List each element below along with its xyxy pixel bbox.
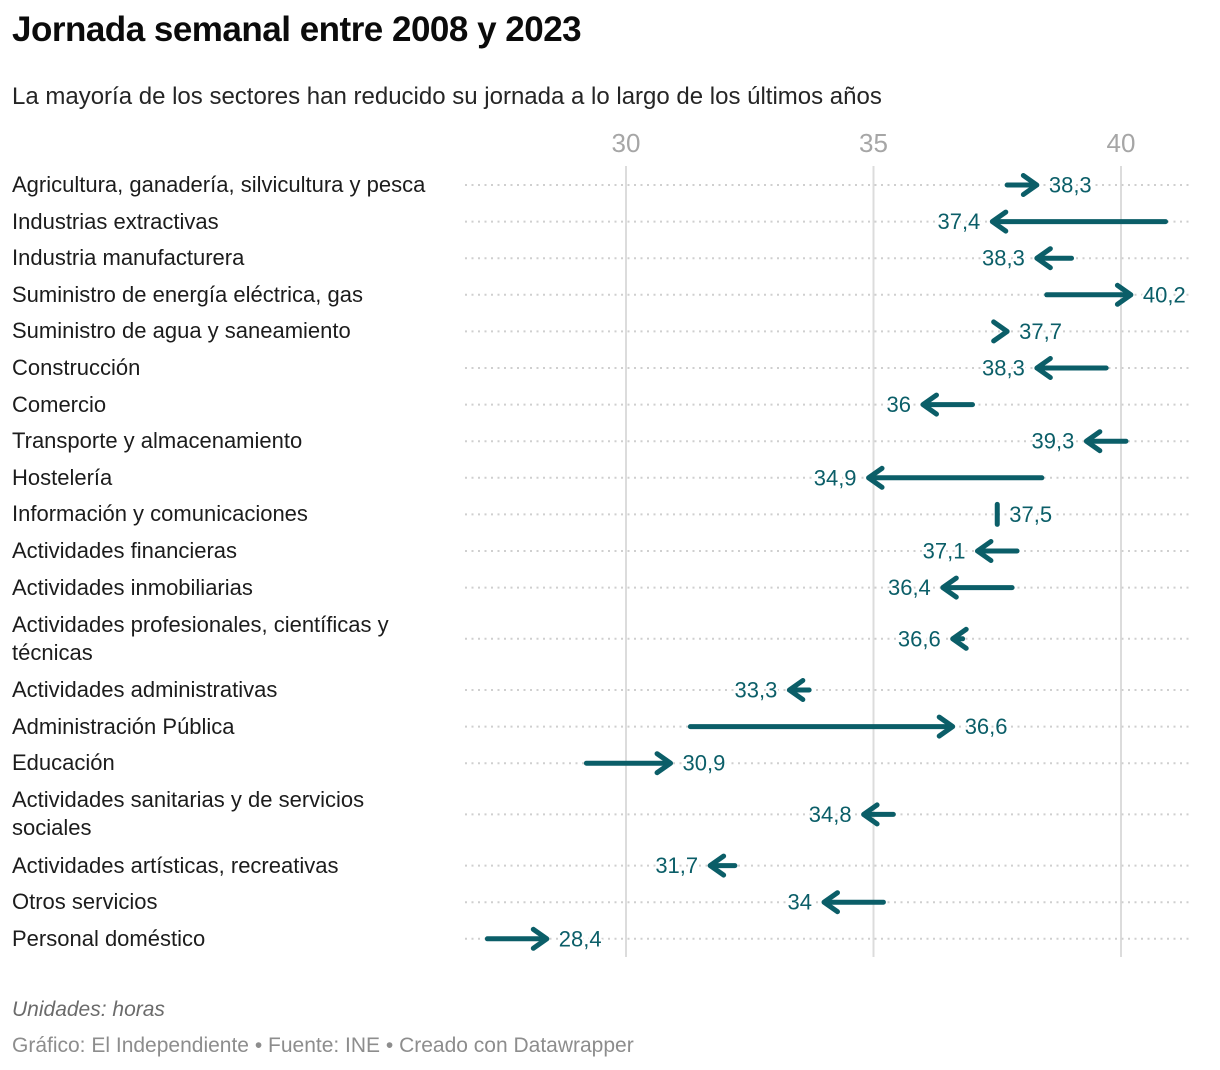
value-label: 36,6 (965, 714, 1008, 739)
change-arrow-head (936, 714, 956, 739)
change-arrow-head (1114, 282, 1134, 307)
value-label: 34,8 (809, 802, 852, 827)
category-label: Otros servicios (12, 888, 157, 916)
category-label-line: Actividades profesionales, científicas y (12, 611, 389, 637)
category-label: Suministro de agua y saneamiento (12, 317, 351, 345)
value-label: 40,2 (1143, 282, 1186, 307)
change-arrow-head (654, 751, 674, 776)
category-label: Actividades financieras (12, 537, 237, 565)
category-label: Agricultura, ganadería, silvicultura y p… (12, 171, 425, 199)
category-label-line: Información y comunicaciones (12, 501, 308, 527)
value-label: 34,9 (814, 465, 857, 490)
value-label: 37,4 (937, 209, 980, 234)
value-label: 28,4 (559, 926, 602, 951)
byline-text: Gráfico: El Independiente • Fuente: INE … (12, 1034, 634, 1057)
category-label: Información y comunicaciones (12, 500, 308, 528)
category-label: Comercio (12, 391, 106, 419)
value-label: 37,1 (923, 539, 966, 564)
value-label: 37,7 (1019, 319, 1062, 344)
category-label: Industria manufacturera (12, 244, 244, 272)
change-arrow-head (821, 890, 840, 915)
category-label: Educación (12, 749, 115, 777)
category-label-line: Transporte y almacenamiento (12, 428, 303, 454)
category-label-line: Actividades sanitarias y de servicios (12, 787, 365, 813)
category-label-line: Agricultura, ganadería, silvicultura y p… (12, 172, 426, 197)
category-label: Actividades profesionales, científicas y… (12, 611, 389, 667)
change-arrow-head (920, 392, 939, 417)
value-label: 33,3 (735, 678, 778, 703)
category-label-line: Educación (12, 750, 115, 776)
category-label-line: Otros servicios (12, 889, 158, 915)
change-arrow-head (861, 802, 880, 827)
category-label-line: Actividades financieras (12, 538, 238, 563)
change-arrow-head (786, 678, 806, 702)
change-arrow-head (974, 539, 994, 563)
category-label: Construcción (12, 354, 140, 382)
category-label-line: sociales (12, 815, 92, 841)
category-label-line: Actividades artísticas, recreativas (12, 852, 339, 878)
change-arrow-head (950, 626, 969, 651)
change-arrow-head (1034, 356, 1053, 380)
category-label-line: Industria manufacturera (12, 245, 245, 271)
value-label: 38,3 (1049, 173, 1092, 198)
category-label: Industrias extractivas (12, 208, 219, 236)
x-axis-tick-label: 35 (859, 128, 888, 158)
x-axis-tick-label: 30 (612, 128, 641, 158)
value-label: 36,4 (888, 575, 931, 600)
category-label: Suministro de energía eléctrica, gas (12, 281, 363, 309)
change-arrow-head (1083, 429, 1103, 454)
category-label-line: Administración Pública (12, 713, 235, 739)
category-label: Administración Pública (12, 713, 235, 741)
value-label: 37,5 (1009, 502, 1052, 527)
category-label: Hostelería (12, 464, 112, 492)
notes-text: Unidades: horas (12, 998, 165, 1021)
change-arrow-head (991, 319, 1010, 344)
category-label-line: Suministro de energía eléctrica, gas (12, 281, 363, 307)
category-label-line: Construcción (12, 355, 141, 380)
change-arrow-head (530, 926, 550, 951)
value-label: 36 (887, 392, 911, 417)
category-label-line: Actividades administrativas (12, 677, 278, 702)
change-arrow-head (989, 209, 1009, 234)
page-subtitle: La mayoría de los sectores han reducido … (12, 83, 882, 110)
category-label: Actividades administrativas (12, 676, 277, 704)
change-arrow-head (707, 853, 727, 878)
category-label: Personal doméstico (12, 925, 205, 953)
value-label: 34 (788, 890, 812, 915)
category-label: Transporte y almacenamiento (12, 427, 302, 455)
change-arrow-head (940, 575, 959, 600)
category-label-line: Hostelería (12, 464, 113, 490)
category-label-line: Comercio (12, 391, 107, 417)
category-label: Actividades inmobiliarias (12, 574, 253, 602)
category-label-line: Personal doméstico (12, 925, 206, 951)
value-label: 39,3 (1032, 429, 1075, 454)
category-label-line: técnicas (12, 639, 93, 665)
value-label: 38,3 (982, 356, 1025, 381)
category-label-line: Suministro de agua y saneamiento (12, 318, 351, 344)
value-label: 31,7 (655, 853, 698, 878)
change-arrow-head (866, 465, 885, 490)
category-label: Actividades sanitarias y de servicios soc… (12, 786, 364, 842)
category-label: Actividades artísticas, recreativas (12, 852, 338, 880)
change-arrow-head (1020, 173, 1040, 197)
x-axis-tick-label: 40 (1107, 128, 1136, 158)
value-label: 36,6 (898, 626, 941, 651)
category-label-line: Industrias extractivas (12, 208, 219, 234)
change-arrow-head (1034, 246, 1053, 271)
value-label: 38,3 (982, 246, 1025, 271)
value-label: 30,9 (683, 751, 726, 776)
page-title: Jornada semanal entre 2008 y 2023 (12, 10, 582, 49)
category-label-line: Actividades inmobiliarias (12, 574, 253, 600)
